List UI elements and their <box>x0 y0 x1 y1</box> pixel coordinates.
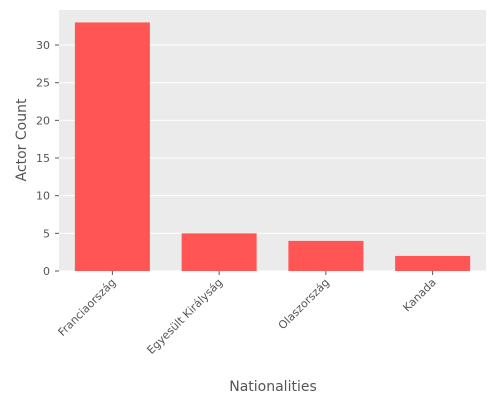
y-tick-label: 15 <box>36 152 50 165</box>
y-tick-label: 5 <box>43 227 50 240</box>
y-tick-label: 20 <box>36 114 50 127</box>
bar <box>395 255 471 271</box>
x-tick-labels: Franciaország Egyesült Királyság Olaszorsz… <box>55 271 439 357</box>
x-axis-title: Nationalities <box>229 379 317 395</box>
x-tick-label: Kanada <box>400 276 438 314</box>
x-tick-label: Olaszország <box>276 276 332 332</box>
y-tick-labels: 0 5 10 15 20 25 30 <box>36 39 59 278</box>
y-tick-label: 30 <box>36 39 50 52</box>
y-axis-title: Actor Count <box>14 98 30 181</box>
x-tick-label: Egyesült Királyság <box>144 276 225 357</box>
bar <box>74 22 150 271</box>
y-tick-label: 25 <box>36 77 50 90</box>
bars <box>74 22 471 271</box>
x-tick-label: Franciaország <box>55 276 118 339</box>
y-tick-label: 10 <box>36 190 50 203</box>
bar <box>288 240 364 271</box>
bar <box>181 233 257 271</box>
y-tick-label: 0 <box>43 265 50 278</box>
